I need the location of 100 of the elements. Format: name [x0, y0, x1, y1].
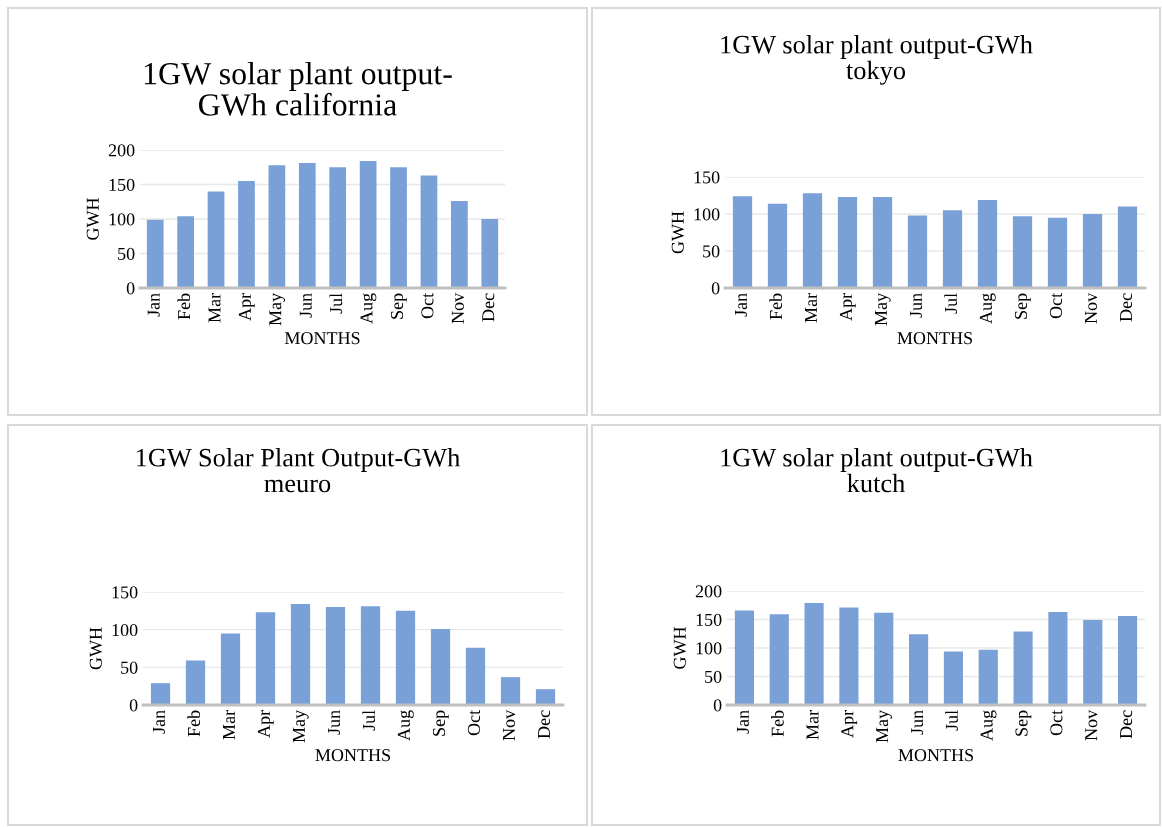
y-tick-label: 50 [121, 661, 138, 674]
y-tick-label: 100 [696, 642, 722, 655]
chart-title: 1GW solar plant output- GWh california [144, 62, 452, 116]
bar [420, 175, 438, 288]
x-tick-label: Nov [1085, 709, 1098, 741]
x-tick-label: Mar [223, 710, 236, 740]
x-tick-label: Sep [1015, 710, 1032, 736]
y-tick-label: 50 [118, 247, 135, 260]
x-tick-label: Jun [911, 710, 924, 735]
x-axis-title: MONTHS [898, 749, 973, 762]
x-tick-label: Nov [1085, 292, 1098, 324]
x-tick-label: Nov [503, 709, 516, 741]
bar [298, 163, 316, 288]
x-tick-label: Dec [482, 293, 495, 322]
bar [1118, 616, 1138, 705]
y-tick-label: 200 [695, 585, 722, 598]
x-tick-label: Dec [538, 710, 551, 739]
y-tick-label: 150 [696, 613, 722, 626]
x-tick-label: Jun [299, 293, 312, 318]
bar [359, 161, 377, 288]
x-tick-label: Nov [451, 292, 464, 324]
y-tick-label: 0 [129, 699, 138, 712]
y-tick-label: 100 [112, 623, 138, 637]
chart-title: 1GW solar plant output-GWh kutch [721, 448, 1033, 493]
bar [325, 607, 346, 705]
x-axis-title: MONTHS [897, 332, 972, 345]
bar [802, 193, 823, 288]
y-tick-label: 0 [711, 282, 720, 295]
x-tick-label: Aug [360, 293, 377, 324]
x-tick-label: Apr [839, 293, 856, 321]
bar [1013, 631, 1033, 705]
x-tick-label: Feb [177, 293, 191, 320]
x-tick-label: Oct [1050, 709, 1063, 736]
y-axis-title: GWH [671, 211, 684, 254]
x-tick-label: Dec [1120, 710, 1133, 739]
bar [874, 612, 894, 705]
x-tick-label: Jul [945, 710, 958, 731]
bar [1012, 216, 1033, 288]
bar [839, 607, 859, 705]
bar [268, 165, 286, 288]
bar [1047, 217, 1068, 288]
bar [978, 649, 998, 705]
y-tick-label: 0 [713, 699, 722, 712]
y-tick-label: 50 [705, 670, 722, 683]
y-axis-title: GWH [89, 627, 102, 670]
x-tick-label: Mar [805, 293, 818, 323]
bar [146, 219, 164, 288]
y-tick-label: 50 [703, 245, 720, 258]
x-tick-label: Jan [736, 710, 749, 734]
x-tick-label: Jul [944, 293, 958, 314]
bar [1048, 612, 1068, 705]
x-tick-label: Aug [397, 710, 414, 741]
x-tick-label: Jan [147, 293, 160, 317]
x-tick-label: Dec [1120, 293, 1133, 322]
bar [177, 216, 194, 288]
bar [943, 651, 963, 705]
bar [1082, 214, 1103, 288]
bar [329, 167, 347, 288]
chart-title: 1GW Solar Plant Output-GWh meuro [136, 448, 460, 493]
x-tick-label: May [269, 292, 286, 326]
x-tick-label: Sep [432, 710, 449, 736]
x-tick-label: May [292, 709, 309, 743]
x-tick-label: May [876, 709, 892, 743]
bar [451, 201, 468, 288]
bar [909, 634, 929, 705]
x-tick-label: Mar [208, 293, 221, 323]
y-tick-label: 150 [109, 178, 135, 191]
x-tick-label: Feb [771, 710, 784, 737]
bar [837, 196, 858, 288]
x-tick-label: Oct [1049, 292, 1063, 319]
bar [255, 612, 276, 705]
bar [1117, 206, 1138, 288]
x-tick-label: Oct [421, 292, 434, 319]
x-tick-label: Sep [1014, 293, 1031, 319]
x-tick-label: May [874, 292, 891, 326]
y-tick-label: 200 [108, 144, 135, 157]
bar [734, 610, 754, 705]
bar [804, 602, 824, 705]
x-tick-label: Feb [769, 293, 783, 320]
bar [907, 215, 928, 288]
bar [977, 199, 998, 288]
y-tick-label: 0 [126, 282, 135, 295]
bar [220, 633, 241, 705]
x-tick-label: Jul [362, 710, 376, 731]
y-tick-label: 150 [112, 586, 138, 599]
bar [207, 191, 225, 288]
bar [395, 610, 416, 705]
bar [390, 167, 407, 288]
bar [500, 677, 521, 705]
x-tick-label: Aug [980, 710, 997, 741]
y-tick-label: 150 [694, 171, 720, 184]
bar [1083, 620, 1103, 705]
x-tick-label: Apr [257, 710, 274, 738]
y-tick-label: 100 [109, 213, 135, 226]
bar [150, 683, 171, 705]
bar [465, 647, 486, 705]
x-tick-label: Jul [329, 293, 343, 314]
bar [535, 689, 556, 705]
bar [942, 210, 963, 288]
x-tick-label: Jun [910, 293, 923, 318]
